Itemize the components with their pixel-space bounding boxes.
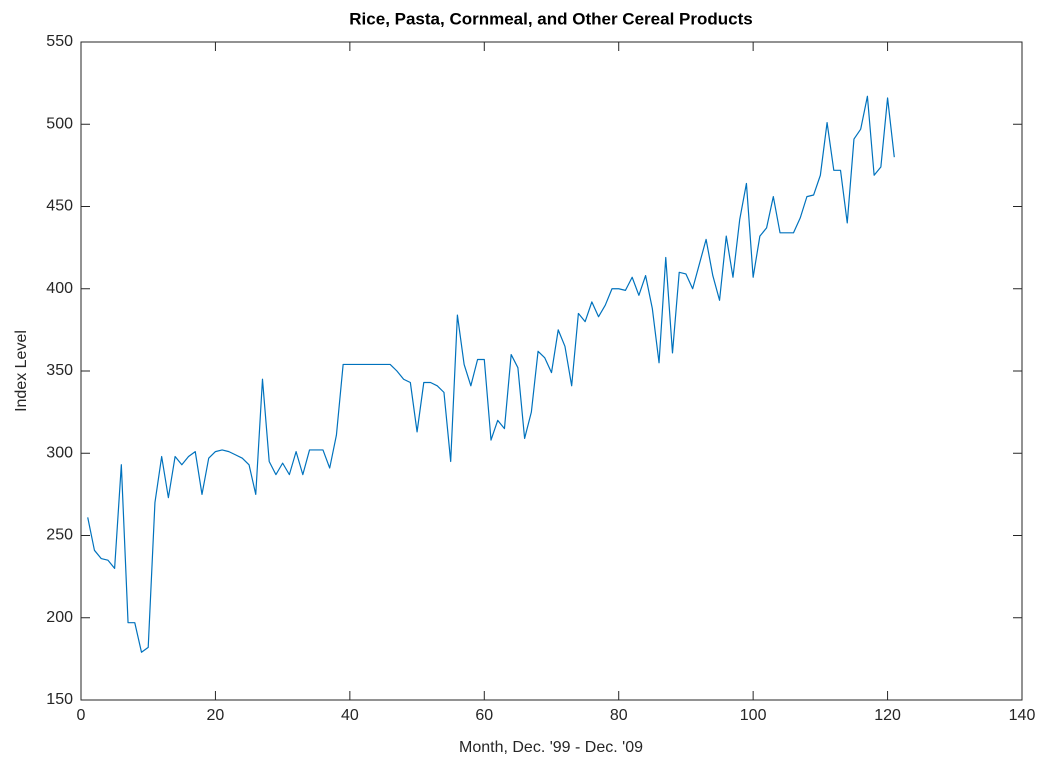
y-tick-label: 550 xyxy=(46,33,73,50)
y-tick-label: 350 xyxy=(46,362,73,379)
y-axis-label: Index Level xyxy=(13,330,30,412)
x-tick-label: 80 xyxy=(610,707,628,724)
x-axis-label: Month, Dec. '99 - Dec. '09 xyxy=(459,739,643,756)
data-line xyxy=(87,95,895,653)
y-tick-label: 150 xyxy=(46,691,73,708)
y-tick-label: 200 xyxy=(46,609,73,626)
x-tick-label: 140 xyxy=(1009,707,1036,724)
x-tick-label: 40 xyxy=(341,707,359,724)
y-tick-label: 500 xyxy=(46,115,73,132)
chart-title: Rice, Pasta, Cornmeal, and Other Cereal … xyxy=(349,9,752,28)
x-tick-label: 120 xyxy=(874,707,901,724)
y-tick-label: 400 xyxy=(46,280,73,297)
y-tick-label: 300 xyxy=(46,444,73,461)
x-tick-label: 20 xyxy=(207,707,225,724)
x-tick-label: 100 xyxy=(740,707,767,724)
y-tick-label: 450 xyxy=(46,198,73,215)
x-tick-label: 60 xyxy=(475,707,493,724)
y-tick-label: 250 xyxy=(46,527,73,544)
x-tick-label: 0 xyxy=(77,707,86,724)
